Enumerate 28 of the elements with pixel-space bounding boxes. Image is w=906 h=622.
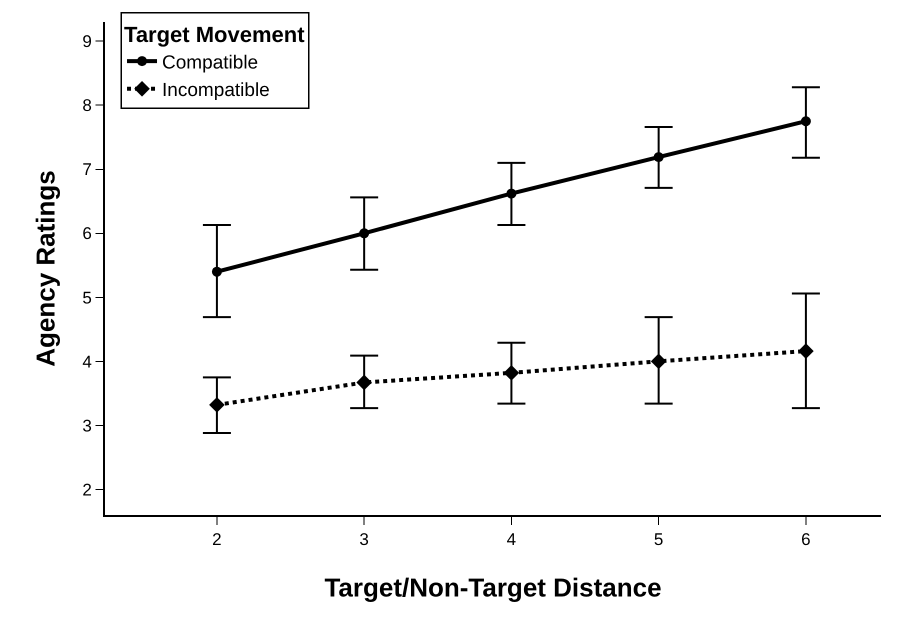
point xyxy=(798,343,814,359)
x-tick-label: 5 xyxy=(654,530,664,550)
y-tick-label: 6 xyxy=(82,224,92,244)
y-tick-label: 9 xyxy=(82,32,92,52)
x-axis-title: Target/Non-Target Distance xyxy=(324,572,662,602)
x-tick-label: 2 xyxy=(212,530,222,550)
legend-title: Target Movement xyxy=(124,22,306,48)
point xyxy=(356,374,372,390)
point xyxy=(212,266,222,277)
point xyxy=(650,354,666,370)
x-tick-label: 4 xyxy=(506,530,516,550)
point xyxy=(800,116,811,126)
point xyxy=(209,397,225,413)
point xyxy=(654,152,664,162)
x-tick-label: 6 xyxy=(801,530,811,550)
legend-label: Incompatible xyxy=(162,80,270,102)
point xyxy=(359,228,370,238)
y-tick-label: 2 xyxy=(82,480,92,500)
point xyxy=(504,365,520,381)
legend-label: Compatible xyxy=(162,52,258,74)
y-tick-label: 3 xyxy=(82,416,92,436)
y-tick-label: 8 xyxy=(82,96,92,116)
y-axis-title: Agency Ratings xyxy=(30,170,60,367)
y-tick-label: 5 xyxy=(82,288,92,308)
y-tick-label: 4 xyxy=(82,352,92,372)
y-tick-label: 7 xyxy=(82,160,92,180)
x-tick-label: 3 xyxy=(359,530,369,550)
point xyxy=(506,188,516,199)
